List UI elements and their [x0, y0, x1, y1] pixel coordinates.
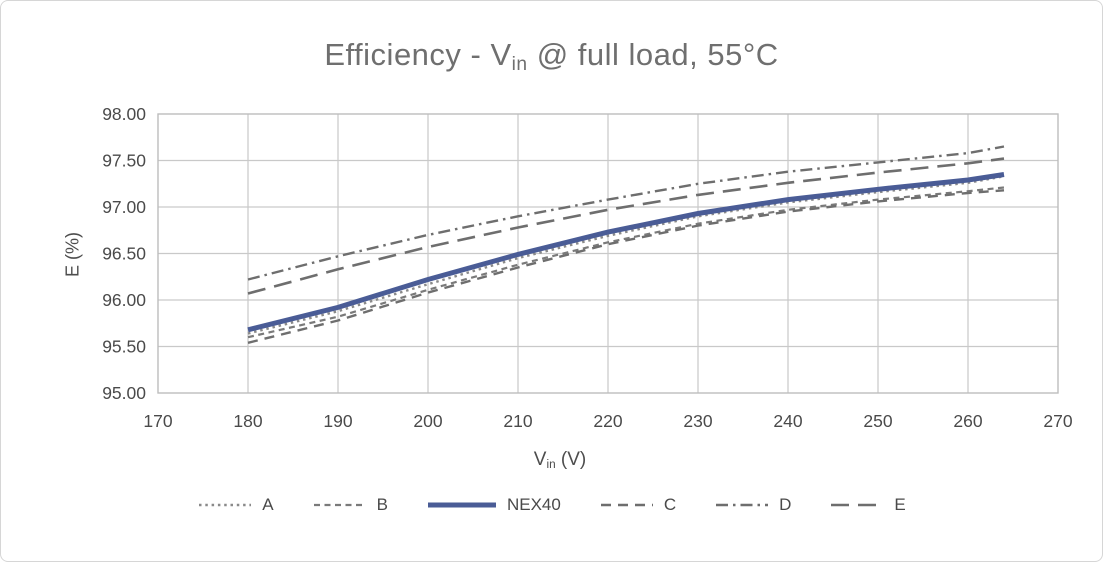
x-tick-label: 220: [593, 411, 622, 431]
y-tick-label: 96.50: [102, 244, 146, 264]
chart-title: Efficiency - Vin @ full load, 55°C: [1, 37, 1102, 76]
legend-item-E: E: [829, 495, 906, 515]
legend-label-A: A: [262, 495, 274, 514]
legend-item-C: C: [599, 495, 676, 515]
plot-border: [157, 113, 1059, 394]
chart-title-suffix: @ full load, 55°C: [527, 37, 779, 72]
y-tick-label: 96.00: [102, 290, 146, 310]
legend-label-C: C: [663, 495, 677, 514]
y-tick-label: 97.50: [102, 151, 146, 171]
legend-swatch-B: [313, 503, 366, 507]
legend-swatch-D: [716, 503, 769, 507]
series-line-NEX40: [247, 172, 1005, 333]
legend-label-D: D: [779, 495, 792, 514]
legend-swatch-NEX40: [427, 502, 496, 508]
y-tick-label: 95.50: [102, 337, 146, 357]
series-line-E: [247, 157, 1005, 295]
y-axis-label: E (%): [62, 232, 83, 277]
x-tick-label: 200: [413, 411, 442, 431]
chart-title-prefix: Efficiency - V: [324, 37, 512, 72]
legend: A B NEX40 C D E: [1, 495, 1102, 515]
y-tick-label: 97.00: [102, 197, 146, 217]
x-axis-label-subscript: in: [546, 457, 556, 471]
x-axis-label-prefix: V: [533, 449, 547, 470]
x-tick-label: 270: [1043, 411, 1072, 431]
legend-swatch-E: [831, 503, 884, 507]
x-axis-label-suffix: (V): [555, 449, 587, 470]
legend-swatch-A: [199, 503, 252, 507]
series-line-B: [247, 186, 1005, 339]
x-tick-label: 240: [773, 411, 802, 431]
legend-item-D: D: [714, 495, 791, 515]
series-line-D: [247, 145, 1005, 281]
y-tick-label: 98.00: [102, 104, 146, 124]
x-tick-label: 250: [863, 411, 892, 431]
legend-swatch-C: [600, 503, 653, 507]
legend-label-E: E: [894, 495, 906, 514]
series-line-A: [247, 175, 1005, 335]
x-tick-label: 260: [953, 411, 982, 431]
x-tick-label: 210: [503, 411, 532, 431]
x-tick-label: 180: [233, 411, 262, 431]
x-axis-label: Vin (V): [1, 449, 1102, 471]
legend-item-NEX40: NEX40: [426, 495, 561, 515]
legend-label-B: B: [376, 495, 388, 514]
series-line-C: [247, 189, 1005, 344]
y-tick-label: 95.00: [102, 383, 146, 403]
legend-item-A: A: [197, 495, 274, 515]
x-tick-label: 190: [323, 411, 352, 431]
chart-title-subscript: in: [511, 53, 528, 75]
legend-item-B: B: [312, 495, 388, 515]
x-tick-label: 230: [683, 411, 712, 431]
legend-label-NEX40: NEX40: [506, 495, 561, 514]
x-tick-label: 170: [143, 411, 172, 431]
